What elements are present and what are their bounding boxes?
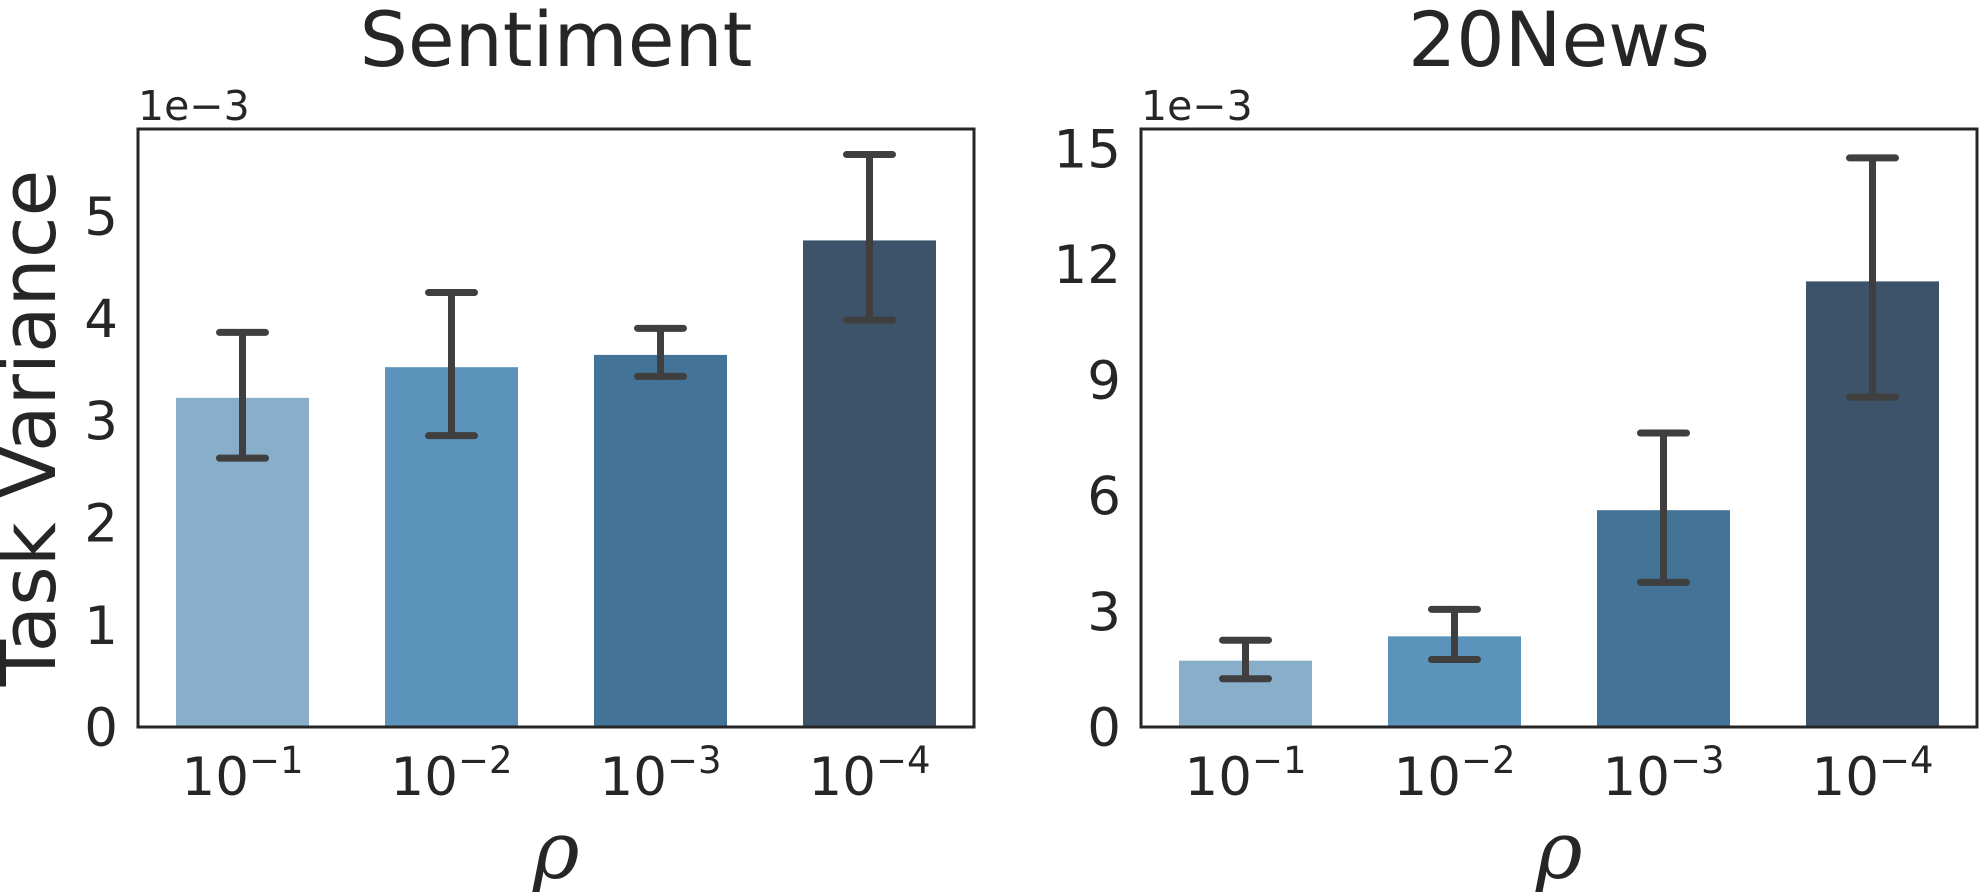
y-tick-label: 5 bbox=[84, 187, 118, 248]
x-tick-label: 10−4 bbox=[1812, 739, 1934, 808]
x-tick-label: 10−4 bbox=[809, 739, 931, 808]
chart-panel-2: 20News 1e−3 0 3 6 9 12 15 10−1 10−2 10−3 10−4 ρ bbox=[1054, 0, 1979, 892]
y-offset-text: 1e−3 bbox=[1141, 82, 1253, 130]
chart-title: 20News bbox=[1408, 0, 1710, 84]
y-tick-label: 3 bbox=[1087, 582, 1121, 643]
chart-panel-1: Sentiment 1e−3 0 1 2 3 4 5 10−1 10−2 10−3 10−4 ρ Task… bbox=[0, 0, 976, 892]
x-tick-label: 10−2 bbox=[391, 739, 513, 808]
x-tick-label: 10−1 bbox=[1185, 739, 1307, 808]
axes-frame bbox=[1139, 127, 1979, 729]
x-tick-label: 10−1 bbox=[182, 739, 304, 808]
chart-title: Sentiment bbox=[360, 0, 753, 84]
y-tick-label: 4 bbox=[84, 289, 118, 350]
x-axis-label: ρ bbox=[531, 804, 579, 892]
x-tick-label: 10−3 bbox=[1603, 739, 1725, 808]
axes-frame bbox=[136, 127, 976, 729]
x-axis-label: ρ bbox=[1534, 804, 1582, 892]
y-offset-text: 1e−3 bbox=[138, 82, 250, 130]
y-tick-label: 2 bbox=[84, 494, 118, 555]
y-tick-label: 1 bbox=[84, 596, 118, 657]
x-tick-label: 10−3 bbox=[600, 739, 722, 808]
y-tick-label: 0 bbox=[1087, 698, 1121, 759]
y-tick-label: 15 bbox=[1054, 119, 1121, 180]
bar bbox=[594, 354, 727, 727]
y-axis-label: Task Variance bbox=[0, 170, 73, 688]
y-tick-label: 6 bbox=[1087, 467, 1121, 528]
y-tick-label: 12 bbox=[1054, 235, 1121, 296]
y-tick-label: 0 bbox=[84, 698, 118, 759]
x-tick-label: 10−2 bbox=[1394, 739, 1516, 808]
y-tick-label: 9 bbox=[1087, 351, 1121, 412]
y-tick-label: 3 bbox=[84, 391, 118, 452]
